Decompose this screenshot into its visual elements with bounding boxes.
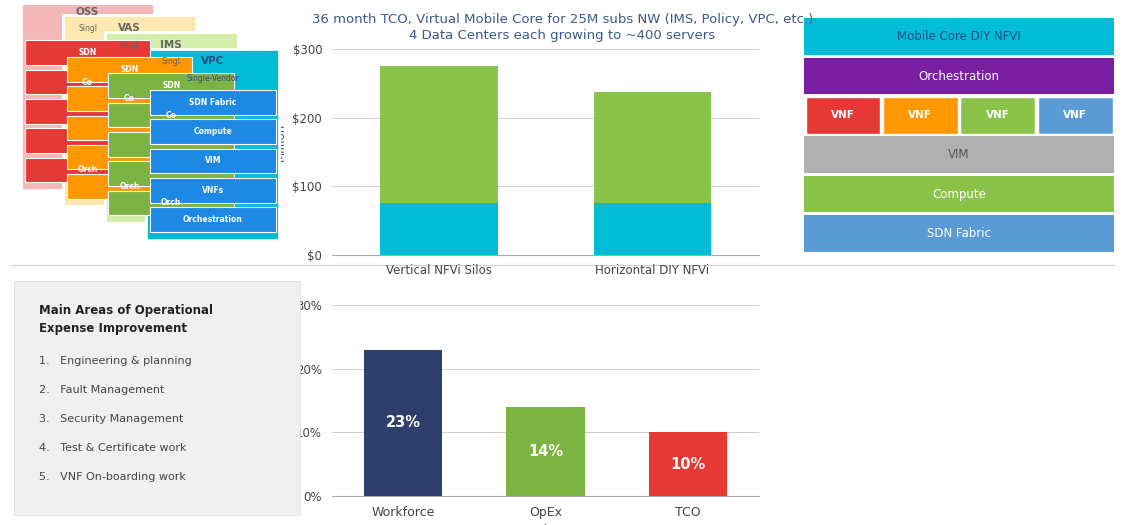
FancyBboxPatch shape (108, 161, 234, 186)
FancyBboxPatch shape (108, 74, 234, 98)
FancyBboxPatch shape (804, 215, 1114, 252)
FancyBboxPatch shape (25, 158, 151, 182)
Text: 5.   VNF On-boarding work: 5. VNF On-boarding work (39, 472, 187, 482)
FancyBboxPatch shape (961, 97, 1035, 134)
Text: Singl: Singl (78, 24, 97, 34)
Text: 23%: 23% (386, 415, 421, 430)
FancyBboxPatch shape (804, 18, 1114, 55)
Text: 3.   Security Management: 3. Security Management (39, 414, 183, 424)
Text: 4 Data Centers each growing to ~400 servers: 4 Data Centers each growing to ~400 serv… (410, 29, 716, 42)
Bar (594, 203, 711, 255)
FancyBboxPatch shape (25, 70, 151, 94)
Text: Co: Co (124, 94, 135, 103)
Text: IMS: IMS (160, 39, 182, 50)
FancyBboxPatch shape (25, 128, 151, 153)
Text: Compute: Compute (193, 127, 232, 136)
FancyBboxPatch shape (66, 174, 192, 199)
FancyBboxPatch shape (150, 149, 276, 173)
Y-axis label: Million: Million (273, 123, 287, 161)
FancyBboxPatch shape (66, 57, 192, 81)
Legend: CapEx, opEx: CapEx, opEx (482, 293, 610, 316)
Text: Co: Co (82, 78, 93, 87)
Text: Mobile Core DIY NFVI: Mobile Core DIY NFVI (898, 30, 1022, 43)
FancyBboxPatch shape (66, 86, 192, 111)
Text: VNF: VNF (831, 110, 855, 120)
FancyBboxPatch shape (63, 15, 196, 206)
Text: Single-Vendor: Single-Vendor (187, 74, 240, 83)
Bar (594, 92, 711, 203)
Text: 10%: 10% (670, 457, 705, 472)
FancyBboxPatch shape (25, 40, 151, 65)
FancyBboxPatch shape (1037, 97, 1113, 134)
Text: 36 month TCO, Virtual Mobile Core for 25M subs NW (IMS, Policy, VPC, etc.): 36 month TCO, Virtual Mobile Core for 25… (312, 13, 813, 26)
Text: SDN: SDN (162, 81, 180, 90)
Text: VIM: VIM (205, 156, 222, 165)
Text: 1.   Engineering & planning: 1. Engineering & planning (39, 355, 192, 365)
Text: VNF: VNF (986, 110, 1009, 120)
Text: SDN: SDN (120, 65, 138, 74)
FancyBboxPatch shape (150, 119, 276, 144)
Text: VPC: VPC (201, 56, 225, 66)
Text: Orch: Orch (161, 198, 181, 207)
FancyBboxPatch shape (150, 207, 276, 232)
Text: Orch: Orch (119, 182, 140, 191)
Text: Orch: Orch (78, 165, 98, 174)
Text: Orchestration: Orchestration (918, 69, 1000, 82)
Text: SDN Fabric: SDN Fabric (189, 98, 236, 107)
Text: OSS: OSS (76, 6, 99, 16)
Text: SDN: SDN (79, 48, 97, 57)
FancyBboxPatch shape (804, 136, 1114, 173)
FancyBboxPatch shape (146, 48, 279, 239)
Bar (380, 203, 497, 255)
FancyBboxPatch shape (804, 176, 1114, 213)
X-axis label: Savings: Savings (519, 524, 573, 525)
FancyBboxPatch shape (105, 32, 237, 223)
FancyBboxPatch shape (108, 191, 234, 215)
FancyBboxPatch shape (108, 103, 234, 128)
Text: VAS: VAS (118, 23, 141, 33)
FancyBboxPatch shape (25, 99, 151, 124)
Text: 4.   Test & Certificate work: 4. Test & Certificate work (39, 443, 187, 453)
FancyBboxPatch shape (66, 145, 192, 170)
Text: SDN Fabric: SDN Fabric (927, 227, 991, 240)
Text: VNF: VNF (909, 110, 933, 120)
Text: Singl: Singl (120, 41, 138, 50)
Text: 14%: 14% (528, 444, 564, 459)
Bar (506, 407, 585, 496)
Text: Co: Co (165, 111, 177, 120)
FancyBboxPatch shape (806, 97, 881, 134)
Bar (364, 350, 442, 496)
FancyBboxPatch shape (108, 132, 234, 157)
Text: Main Areas of Operational
Expense Improvement: Main Areas of Operational Expense Improv… (39, 304, 214, 335)
FancyBboxPatch shape (150, 90, 276, 115)
Bar (380, 67, 497, 203)
FancyBboxPatch shape (66, 116, 192, 140)
Text: Compute: Compute (933, 187, 986, 201)
FancyBboxPatch shape (21, 0, 154, 190)
Text: 2.   Fault Management: 2. Fault Management (39, 385, 164, 395)
FancyBboxPatch shape (150, 178, 276, 203)
Text: VNFs: VNFs (201, 186, 224, 195)
Bar (649, 433, 728, 496)
Text: VIM: VIM (948, 148, 970, 161)
Text: Orchestration: Orchestration (183, 215, 243, 224)
FancyBboxPatch shape (883, 97, 957, 134)
FancyBboxPatch shape (804, 58, 1114, 94)
Text: VNF: VNF (1063, 110, 1087, 120)
Text: Singl: Singl (162, 57, 181, 67)
